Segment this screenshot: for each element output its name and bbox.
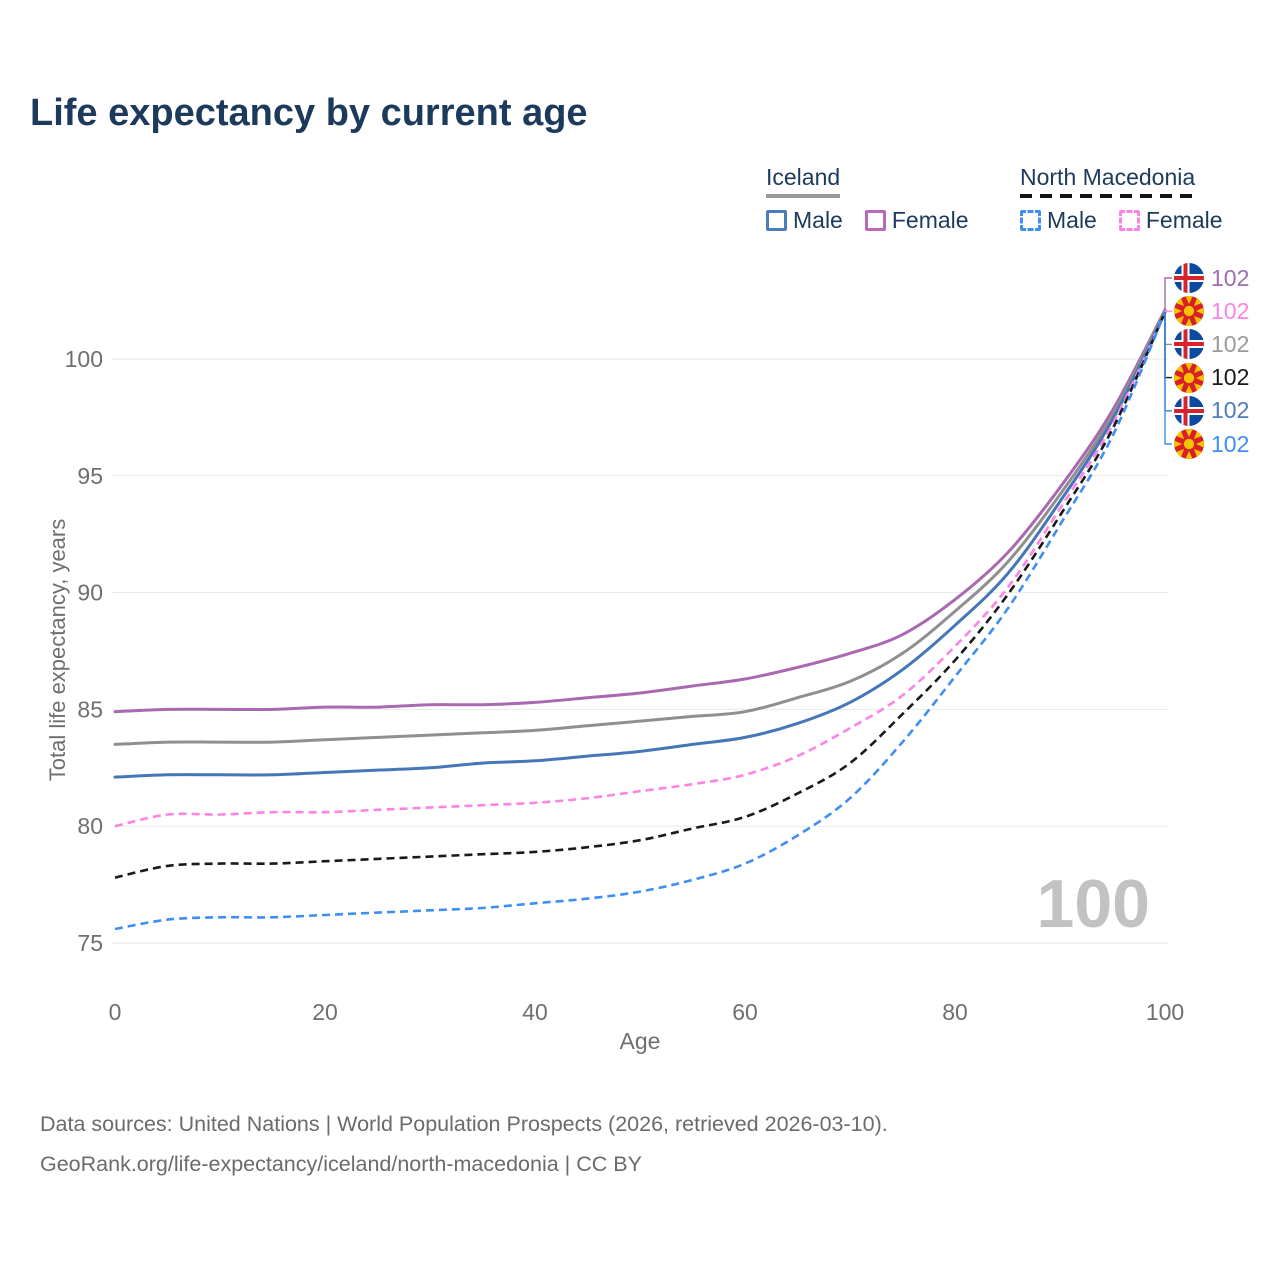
macedonia-male-swatch-icon — [1020, 210, 1041, 231]
x-tick-label: 80 — [942, 999, 968, 1025]
north-macedonia-flag-icon — [1174, 363, 1204, 393]
end-value-label: 102 — [1211, 264, 1250, 291]
iceland-flag-icon — [1174, 396, 1204, 426]
y-tick-label: 100 — [65, 346, 103, 372]
end-value-label: 102 — [1211, 397, 1250, 424]
end-value-row: 102 — [1174, 262, 1249, 294]
legend-header-label: North Macedonia — [1020, 164, 1196, 190]
y-tick-label: 85 — [77, 696, 103, 722]
y-tick-label: 75 — [77, 930, 103, 956]
end-value-row: 102 — [1174, 395, 1249, 427]
series-line-north-macedonia-male[interactable] — [114, 311, 1167, 931]
x-tick-label: 0 — [109, 999, 122, 1025]
legend-group-iceland: Iceland Male Female — [766, 164, 969, 234]
north-macedonia-flag-icon — [1174, 296, 1204, 326]
legend-underline-dashed — [1020, 194, 1196, 198]
x-tick-label: 60 — [732, 999, 758, 1025]
attribution-text: GeoRank.org/life-expectancy/iceland/nort… — [40, 1152, 642, 1176]
end-value-label: 102 — [1211, 297, 1250, 324]
data-sources-text: Data sources: United Nations | World Pop… — [40, 1112, 888, 1136]
legend-group-north-macedonia: North Macedonia Male Female — [1020, 164, 1223, 234]
end-value-label: 102 — [1211, 364, 1250, 391]
legend-item-macedonia-male[interactable]: Male — [1020, 207, 1097, 234]
y-axis-title: Total life expectancy, years — [45, 518, 70, 782]
end-label-connector — [1164, 310, 1172, 313]
end-value-label: 102 — [1211, 430, 1250, 457]
end-value-label: 102 — [1211, 330, 1250, 357]
legend-header-iceland[interactable]: Iceland — [766, 164, 841, 198]
end-value-row: 102 — [1174, 328, 1249, 360]
series-line-iceland-both-sexes[interactable] — [113, 308, 1167, 746]
y-tick-label: 80 — [77, 813, 103, 839]
end-label-connector — [1164, 312, 1172, 445]
end-label-connector — [1164, 312, 1172, 412]
legend-item-label: Male — [1047, 207, 1097, 233]
north-macedonia-flag-icon — [1174, 429, 1204, 459]
chart-title: Life expectancy by current age — [30, 92, 588, 134]
macedonia-female-swatch-icon — [1118, 210, 1140, 231]
legend-underline-solid — [766, 194, 841, 198]
series-line-north-macedonia-female[interactable] — [114, 311, 1167, 828]
y-tick-label: 95 — [77, 463, 103, 489]
series-line-north-macedonia-both-sexes[interactable] — [114, 311, 1167, 879]
iceland-flag-icon — [1174, 329, 1204, 359]
legend-header-label: Iceland — [766, 164, 841, 190]
end-value-row: 102 — [1174, 362, 1249, 394]
legend-item-label: Female — [1145, 207, 1223, 233]
legend-item-iceland-female[interactable]: Female — [864, 207, 969, 234]
series-line-iceland-male[interactable] — [113, 310, 1167, 779]
x-tick-label: 20 — [312, 999, 338, 1025]
end-label-connector — [1164, 277, 1172, 310]
iceland-male-swatch-icon — [766, 210, 787, 231]
x-axis-title: Age — [619, 1028, 661, 1054]
iceland-flag-icon — [1174, 263, 1204, 293]
y-tick-label: 90 — [77, 580, 103, 606]
x-tick-label: 100 — [1146, 999, 1184, 1025]
legend-item-label: Female — [891, 207, 969, 233]
end-value-row: 102 — [1174, 428, 1249, 460]
x-tick-label: 40 — [522, 999, 548, 1025]
iceland-female-swatch-icon — [864, 210, 886, 231]
legend-item-label: Male — [793, 207, 843, 233]
legend-header-north-macedonia[interactable]: North Macedonia — [1020, 164, 1196, 198]
end-label-connector — [1164, 309, 1172, 346]
legend-item-iceland-male[interactable]: Male — [766, 207, 843, 234]
age-watermark: 100 — [1036, 866, 1150, 942]
series-line-iceland-female[interactable] — [113, 308, 1167, 714]
end-value-row: 102 — [1174, 295, 1249, 327]
legend-item-macedonia-female[interactable]: Female — [1118, 207, 1223, 234]
